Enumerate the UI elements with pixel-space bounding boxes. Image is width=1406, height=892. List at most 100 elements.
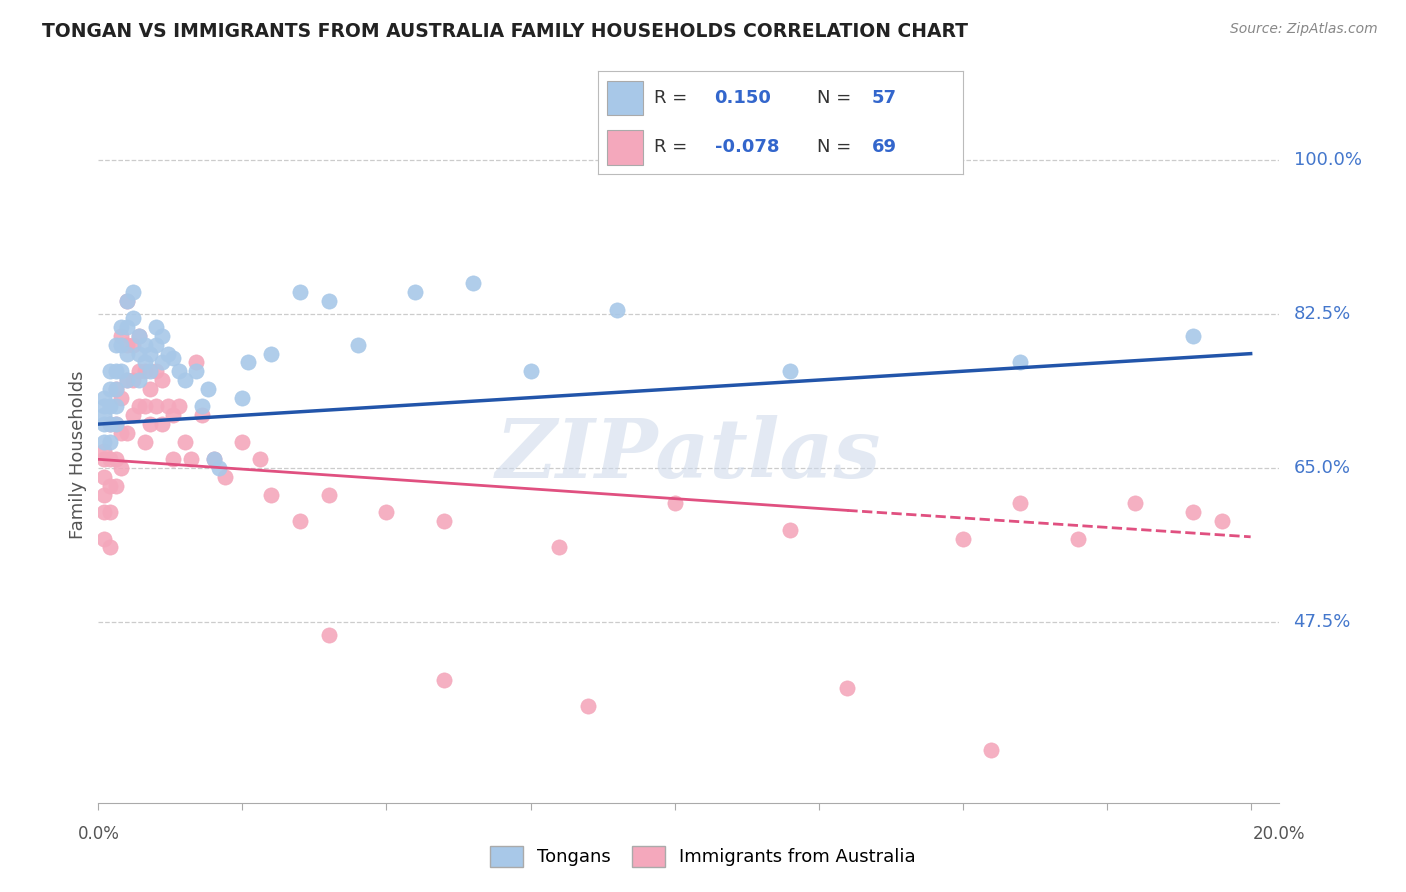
Text: 82.5%: 82.5% — [1294, 305, 1351, 323]
Point — [139, 382, 162, 396]
Point — [249, 452, 271, 467]
Point — [98, 479, 121, 493]
Text: 0.0%: 0.0% — [77, 825, 120, 843]
Bar — [607, 80, 644, 115]
Point — [128, 400, 150, 414]
Point — [980, 743, 1002, 757]
Point — [110, 329, 132, 343]
Point — [134, 338, 156, 352]
Point — [162, 452, 184, 467]
Point — [779, 523, 801, 537]
Point — [214, 470, 236, 484]
Point — [576, 698, 599, 713]
Point — [134, 364, 156, 378]
Point — [150, 373, 173, 387]
Point — [1182, 329, 1205, 343]
Point — [104, 382, 127, 396]
Text: N =: N = — [817, 89, 851, 107]
Point — [145, 320, 167, 334]
Point — [104, 479, 127, 493]
Point — [548, 541, 571, 555]
Point — [128, 329, 150, 343]
Point — [145, 400, 167, 414]
Text: R =: R = — [654, 138, 688, 156]
Point — [779, 364, 801, 378]
Point — [167, 364, 190, 378]
Point — [134, 355, 156, 369]
Point — [122, 338, 145, 352]
Point — [145, 364, 167, 378]
Point — [115, 373, 138, 387]
Point — [104, 364, 127, 378]
Point — [346, 338, 368, 352]
Point — [167, 400, 190, 414]
Text: 100.0%: 100.0% — [1294, 151, 1361, 169]
Point — [1182, 505, 1205, 519]
Point — [461, 276, 484, 290]
Point — [104, 417, 127, 431]
Point — [104, 338, 127, 352]
Point — [122, 409, 145, 423]
Point — [208, 461, 231, 475]
Point — [115, 338, 138, 352]
Point — [1125, 496, 1147, 510]
Text: N =: N = — [817, 138, 851, 156]
Point — [180, 452, 202, 467]
Point — [93, 505, 115, 519]
Point — [93, 434, 115, 449]
Point — [98, 417, 121, 431]
Point — [375, 505, 398, 519]
Point — [173, 434, 195, 449]
Point — [104, 417, 127, 431]
Point — [173, 373, 195, 387]
Text: 65.0%: 65.0% — [1294, 459, 1351, 477]
Point — [150, 417, 173, 431]
Point — [156, 346, 179, 360]
Point — [93, 470, 115, 484]
Point — [115, 425, 138, 440]
Point — [606, 302, 628, 317]
Point — [98, 541, 121, 555]
Point — [519, 364, 541, 378]
Point — [115, 293, 138, 308]
Point — [318, 628, 340, 642]
Point — [110, 391, 132, 405]
Text: Source: ZipAtlas.com: Source: ZipAtlas.com — [1230, 22, 1378, 37]
Text: 0.150: 0.150 — [714, 89, 772, 107]
Point — [93, 391, 115, 405]
Point — [162, 351, 184, 365]
Point — [288, 285, 311, 299]
Point — [186, 355, 208, 369]
Point — [104, 452, 127, 467]
Point — [93, 452, 115, 467]
Bar — [607, 130, 644, 165]
Point — [231, 434, 253, 449]
Point — [93, 400, 115, 414]
Point — [145, 338, 167, 352]
Point — [115, 320, 138, 334]
Point — [104, 400, 127, 414]
Point — [1067, 532, 1090, 546]
Point — [110, 425, 132, 440]
Point — [122, 373, 145, 387]
Point — [202, 452, 225, 467]
Legend: Tongans, Immigrants from Australia: Tongans, Immigrants from Australia — [482, 838, 924, 874]
Point — [664, 496, 686, 510]
Point — [128, 346, 150, 360]
Point — [1211, 514, 1233, 528]
Point — [134, 434, 156, 449]
Point — [98, 400, 121, 414]
Point — [318, 293, 340, 308]
Point — [110, 461, 132, 475]
Point — [404, 285, 426, 299]
Point — [98, 382, 121, 396]
Point — [139, 417, 162, 431]
Point — [260, 346, 283, 360]
Point — [98, 417, 121, 431]
Point — [433, 514, 456, 528]
Point — [139, 364, 162, 378]
Point — [110, 364, 132, 378]
Point — [122, 285, 145, 299]
Point — [260, 487, 283, 501]
Point — [156, 400, 179, 414]
